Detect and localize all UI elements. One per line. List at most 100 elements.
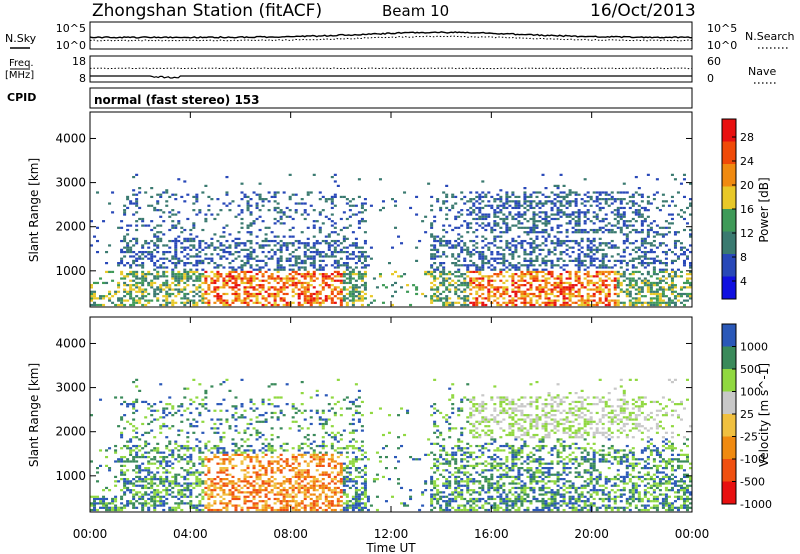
heatmap-cell — [514, 246, 518, 249]
heatmap-cell — [457, 259, 461, 262]
heatmap-cell — [436, 266, 440, 269]
heatmap-cell — [183, 288, 187, 291]
heatmap-cell — [574, 215, 578, 218]
heatmap-cell — [132, 489, 136, 492]
heatmap-cell — [442, 224, 446, 227]
heatmap-cell — [105, 508, 109, 512]
heatmap-cell — [192, 301, 196, 304]
heatmap-cell — [246, 500, 250, 503]
heatmap-cell — [351, 204, 355, 207]
heatmap-cell — [171, 451, 175, 454]
heatmap-cell — [538, 286, 542, 289]
heatmap-cell — [619, 284, 623, 287]
heatmap-cell — [685, 273, 689, 276]
heatmap-cell — [583, 268, 587, 271]
heatmap-cell — [189, 491, 193, 494]
heatmap-cell — [117, 281, 121, 285]
heatmap-cell — [102, 295, 106, 298]
heatmap-cell — [673, 303, 677, 307]
heatmap-cell — [168, 284, 172, 287]
heatmap-cell — [496, 211, 500, 214]
heatmap-cell — [123, 211, 127, 214]
heatmap-cell — [640, 244, 644, 247]
heatmap-cell — [688, 182, 692, 185]
heatmap-cell — [439, 281, 443, 285]
heatmap-cell — [652, 301, 656, 304]
heatmap-cell — [261, 259, 265, 262]
heatmap-cell — [354, 242, 358, 245]
heatmap-cell — [360, 206, 364, 210]
heatmap-cell — [556, 213, 560, 216]
heatmap-cell — [258, 244, 262, 247]
heatmap-cell — [189, 471, 193, 474]
heatmap-cell — [249, 242, 253, 245]
heatmap-cell — [135, 453, 139, 456]
heatmap-cell — [336, 279, 340, 282]
heatmap-cell — [165, 290, 169, 293]
heatmap-cell — [430, 195, 434, 199]
heatmap-cell — [135, 455, 139, 459]
heatmap-cell — [243, 449, 247, 452]
heatmap-cell — [568, 193, 572, 196]
heatmap-cell — [478, 198, 482, 201]
heatmap-cell — [234, 495, 238, 498]
heatmap-cell — [622, 255, 626, 258]
heatmap-cell — [688, 266, 692, 269]
heatmap-cell — [387, 262, 391, 265]
heatmap-cell — [475, 228, 479, 232]
heatmap-cell — [270, 447, 274, 450]
heatmap-cell — [547, 215, 551, 218]
heatmap-cell — [574, 200, 578, 203]
heatmap-cell — [333, 270, 337, 274]
heatmap-cell — [165, 464, 169, 467]
heatmap-cell — [228, 502, 232, 505]
heatmap-cell — [135, 378, 139, 381]
heatmap-cell — [631, 224, 635, 227]
heatmap-cell — [231, 442, 235, 445]
heatmap-cell — [210, 281, 214, 285]
heatmap-cell — [520, 270, 524, 274]
heatmap-cell — [249, 279, 253, 282]
heatmap-cell — [123, 246, 127, 249]
heatmap-cell — [183, 489, 187, 492]
heatmap-cell — [339, 288, 343, 291]
heatmap-cell — [595, 303, 599, 307]
heatmap-cell — [177, 270, 181, 274]
heatmap-cell — [123, 277, 127, 280]
heatmap-cell — [237, 284, 241, 287]
heatmap-cell — [159, 264, 163, 267]
heatmap-cell — [210, 478, 214, 481]
heatmap-cell — [207, 489, 211, 492]
heatmap-cell — [610, 198, 614, 201]
heatmap-cell — [640, 195, 644, 199]
heatmap-cell — [222, 398, 226, 401]
heatmap-cell — [541, 231, 545, 234]
heatmap-cell — [177, 239, 181, 243]
heatmap-cell — [204, 301, 208, 304]
heatmap-cell — [466, 248, 470, 251]
heatmap-cell — [652, 231, 656, 234]
heatmap-cell — [234, 250, 238, 254]
heatmap-cell — [255, 416, 259, 419]
heatmap-cell — [204, 253, 208, 256]
heatmap-cell — [604, 242, 608, 245]
heatmap-cell — [583, 231, 587, 234]
heatmap-cell — [249, 284, 253, 287]
heatmap-cell — [574, 270, 578, 274]
heatmap-cell — [174, 198, 178, 201]
heatmap-cell — [324, 281, 328, 285]
heatmap-cell — [240, 222, 244, 225]
heatmap-cell — [294, 264, 298, 267]
heatmap-cell — [255, 478, 259, 481]
heatmap-cell — [234, 396, 238, 399]
heatmap-cell — [246, 455, 250, 459]
heatmap-cell — [291, 217, 295, 221]
heatmap-cell — [354, 288, 358, 291]
heatmap-cell — [541, 279, 545, 282]
heatmap-cell — [601, 206, 605, 210]
heatmap-cell — [147, 473, 151, 476]
heatmap-cell — [445, 206, 449, 210]
heatmap-cell — [315, 292, 319, 296]
heatmap-cell — [138, 206, 142, 210]
heatmap-cell — [132, 429, 136, 432]
